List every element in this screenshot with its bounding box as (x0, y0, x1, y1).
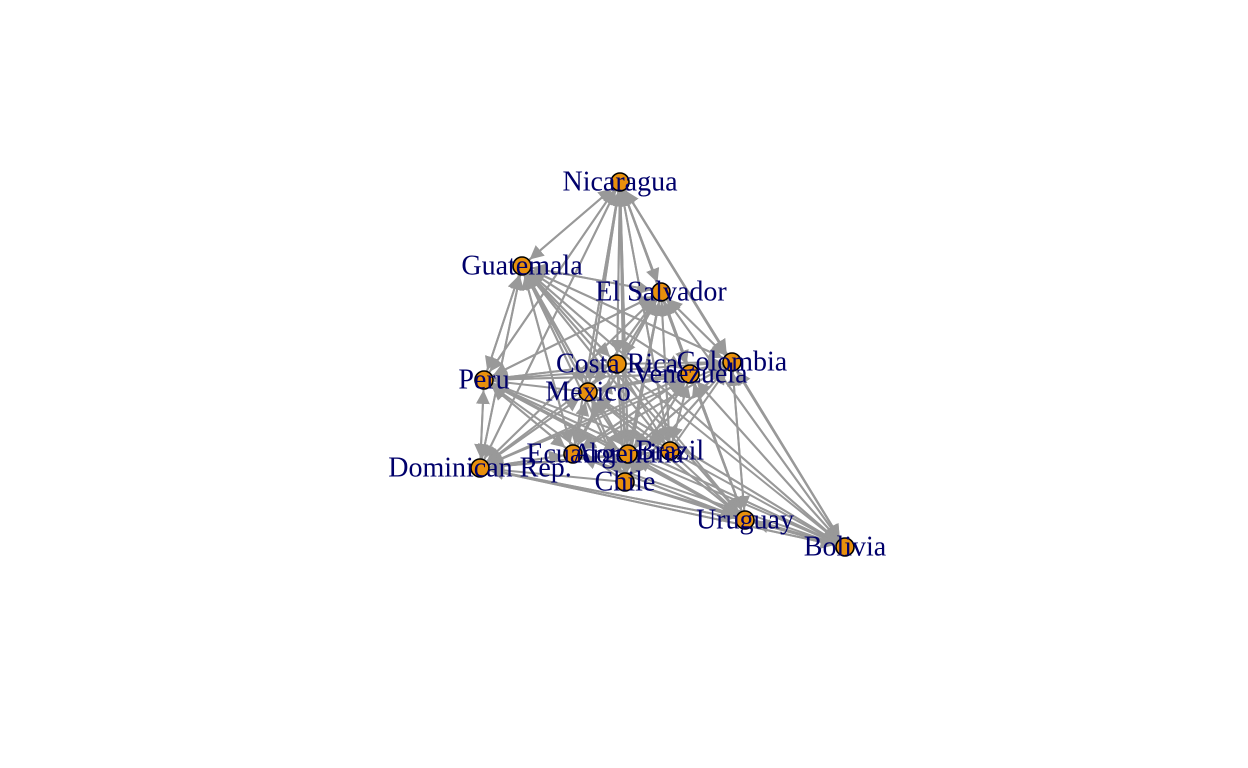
node-label-chile: Chile (595, 467, 656, 498)
edge-bolivia-to-venezuela (695, 380, 840, 541)
edge-dominican-rep-to-peru (475, 389, 490, 460)
edge-venezuela-to-dominican-rep (488, 376, 683, 465)
edge-dominican-rep-to-mexico (486, 396, 581, 464)
edge-brazil-to-bolivia (677, 454, 837, 544)
node-label-dominican-rep: Dominican Rep. (388, 453, 572, 484)
edge-dominican-rep-to-el-salvador (485, 298, 655, 463)
node-label-mexico: Mexico (545, 377, 631, 408)
node-label-ecuador: Ecuador (526, 439, 620, 470)
node-label-brazil: Brazil (636, 436, 705, 467)
node-chile (615, 472, 635, 492)
edge-bolivia-to-colombia (736, 369, 842, 540)
node-peru (474, 370, 494, 390)
node-mexico (578, 382, 598, 402)
edge-bolivia-to-peru (492, 383, 838, 545)
node-argentina (618, 444, 638, 464)
edge-peru-to-el-salvador (491, 295, 653, 377)
edge-peru-to-nicaragua (488, 189, 616, 374)
edge-uruguay-to-argentina (636, 458, 738, 517)
node-dominican-rep (470, 458, 490, 478)
edge-bolivia-to-mexico (596, 396, 838, 544)
edge-costa-rica-to-nicaragua (612, 191, 627, 356)
node-label-venezuela: Venezuela (632, 359, 748, 390)
node-label-peru: Peru (458, 365, 509, 396)
node-venezuela (680, 364, 700, 384)
edge-uruguay-to-ecuador (581, 456, 737, 518)
edge-bolivia-to-uruguay (754, 519, 837, 546)
edge-peru-to-guatemala (485, 275, 522, 372)
edge-brazil-to-venezuela (671, 383, 691, 443)
edge-uruguay-to-peru (492, 383, 738, 517)
edge-el-salvador-to-guatemala (531, 263, 653, 292)
node-bolivia (835, 537, 855, 557)
edge-bolivia-to-dominican-rep (489, 466, 837, 547)
edge-uruguay-to-guatemala (527, 272, 740, 514)
edge-bolivia-to-el-salvador (666, 299, 841, 541)
edge-dominican-rep-to-guatemala (480, 275, 524, 460)
node-colombia (722, 352, 742, 372)
node-label-el-salvador: El Salvador (595, 277, 727, 308)
node-layer (470, 172, 855, 557)
edge-layer (474, 187, 842, 549)
edge-uruguay-to-dominican-rep (489, 465, 737, 520)
node-brazil (660, 441, 680, 461)
node-label-costa-rica: Costa Rica (556, 349, 679, 380)
edge-guatemala-to-nicaragua (528, 187, 614, 261)
edge-brazil-to-uruguay (675, 456, 739, 514)
node-label-argentina: Argentina (572, 439, 684, 470)
edge-brazil-to-el-salvador (655, 301, 671, 443)
node-label-colombia: Colombia (677, 347, 788, 378)
edge-colombia-to-guatemala (530, 269, 725, 360)
edge-chile-to-el-salvador (625, 301, 664, 474)
edge-argentina-to-guatemala (526, 274, 625, 447)
edge-uruguay-to-venezuela (691, 383, 743, 512)
edge-brazil-to-nicaragua (617, 191, 670, 443)
node-label-guatemala: Guatemala (461, 251, 583, 282)
node-guatemala (512, 256, 532, 276)
edge-colombia-to-peru (493, 361, 724, 386)
node-label-uruguay: Uruguay (696, 505, 794, 536)
node-el-salvador (651, 282, 671, 302)
node-nicaragua (610, 172, 630, 192)
edge-brazil-to-guatemala (527, 273, 666, 445)
node-label-bolivia: Bolivia (804, 532, 887, 563)
node-costa-rica (607, 354, 627, 374)
edge-chile-to-nicaragua (613, 191, 628, 474)
edge-bolivia-to-guatemala (528, 271, 839, 542)
edge-dominican-rep-to-ecuador (488, 450, 564, 468)
node-ecuador (563, 444, 583, 464)
edge-dominican-rep-to-nicaragua (483, 190, 617, 461)
edge-chile-to-dominican-rep (489, 463, 617, 483)
node-label-nicaragua: Nicaragua (562, 167, 678, 198)
edge-chile-to-guatemala (525, 274, 623, 475)
node-uruguay (735, 510, 755, 530)
